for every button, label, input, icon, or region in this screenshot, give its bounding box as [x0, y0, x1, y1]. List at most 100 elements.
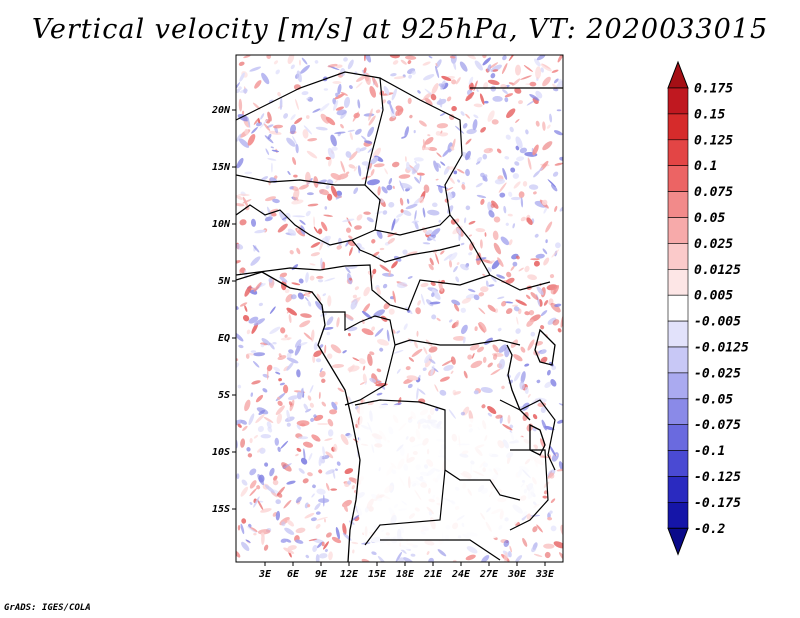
field-speckle [262, 388, 268, 393]
field-speckle [283, 499, 292, 509]
field-speckle [264, 462, 269, 467]
field-speckle [473, 390, 479, 395]
field-speckle [361, 161, 370, 166]
field-speckle [277, 223, 288, 233]
field-speckle [287, 228, 297, 236]
field-speckle [271, 149, 280, 153]
field-speckle [312, 544, 318, 553]
field-speckle [326, 482, 330, 491]
field-speckle [465, 205, 471, 211]
field-speckle [482, 57, 491, 66]
field-speckle [327, 429, 334, 437]
field-speckle [476, 156, 483, 163]
colorbar-swatch [667, 87, 689, 115]
field-speckle [477, 322, 486, 334]
field-speckle [429, 257, 434, 266]
field-speckle [350, 514, 361, 522]
field-speckle [390, 73, 397, 77]
field-speckle [252, 360, 260, 368]
field-speckle [466, 128, 477, 135]
field-speckle [384, 168, 388, 175]
field-speckle [475, 161, 481, 165]
field-speckle [462, 336, 466, 344]
field-speckle [244, 305, 248, 312]
field-speckle [550, 498, 556, 504]
field-speckle [325, 451, 334, 459]
field-speckle [515, 299, 527, 306]
field-speckle [536, 524, 543, 533]
field-speckle [510, 196, 521, 201]
field-speckle [468, 252, 473, 256]
field-speckle [268, 277, 273, 283]
field-speckle [349, 277, 353, 281]
field-speckle [528, 184, 539, 190]
field-speckle [319, 367, 323, 373]
field-speckle [532, 526, 538, 533]
field-speckle [269, 467, 275, 477]
field-speckle [559, 206, 563, 212]
colorbar-label: -0.125 [694, 470, 741, 485]
colorbar-swatch [667, 113, 689, 141]
field-speckle [342, 218, 355, 223]
field-speckle [282, 216, 288, 220]
field-speckle [250, 218, 257, 227]
field-speckle [558, 403, 563, 407]
field-speckle [377, 186, 381, 196]
field-speckle [547, 317, 557, 325]
field-speckle [325, 185, 330, 189]
field-speckle [323, 214, 333, 217]
field-speckle [320, 257, 323, 270]
field-speckle [465, 168, 470, 177]
field-speckle [247, 453, 253, 458]
field-speckle [450, 370, 454, 374]
field-speckle [453, 303, 460, 312]
field-speckle [249, 66, 262, 72]
field-speckle [524, 265, 530, 273]
field-speckle [371, 551, 377, 556]
field-speckle [489, 260, 495, 263]
field-speckle [379, 247, 385, 251]
field-speckle [248, 413, 255, 426]
field-speckle [469, 344, 480, 351]
field-speckle [482, 153, 488, 160]
field-speckle [480, 198, 485, 205]
field-speckle [307, 137, 318, 142]
field-speckle [294, 339, 302, 348]
field-speckle [287, 55, 295, 65]
field-speckle [506, 108, 516, 119]
field-speckle [388, 177, 393, 185]
field-speckle [237, 384, 242, 389]
field-speckle [323, 326, 334, 331]
field-speckle [313, 350, 322, 358]
field-speckle [290, 294, 297, 300]
field-speckle [334, 93, 345, 100]
field-speckle [551, 69, 559, 73]
field-speckle [286, 337, 291, 341]
field-speckle [236, 195, 243, 200]
field-speckle [553, 88, 559, 92]
credit-label: GrADS: IGES/COLA [4, 603, 91, 613]
field-speckle [308, 538, 318, 542]
field-speckle [236, 260, 241, 264]
field-speckle [407, 97, 412, 105]
field-speckle [321, 455, 330, 460]
field-speckle [476, 346, 485, 353]
field-speckle [503, 205, 507, 214]
field-speckle [375, 380, 382, 384]
field-speckle [555, 242, 561, 249]
field-speckle [284, 334, 288, 338]
field-speckle [423, 92, 432, 100]
field-speckle [326, 193, 333, 201]
field-speckle [291, 199, 304, 205]
field-speckle [507, 213, 513, 217]
field-speckle [528, 310, 535, 316]
field-speckle [367, 147, 373, 153]
field-speckle [509, 545, 512, 553]
field-speckle [435, 178, 439, 181]
field-speckle [502, 424, 513, 431]
field-speckle [333, 443, 338, 452]
field-speckle [316, 516, 329, 521]
field-speckle [282, 384, 289, 394]
field-speckle [544, 551, 551, 559]
